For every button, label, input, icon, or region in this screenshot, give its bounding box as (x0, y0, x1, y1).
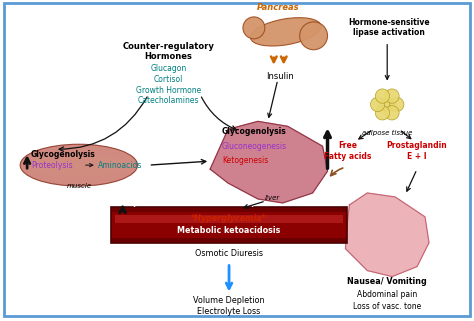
Circle shape (385, 106, 399, 120)
Circle shape (375, 89, 390, 103)
Circle shape (390, 97, 404, 112)
FancyBboxPatch shape (110, 237, 347, 243)
FancyBboxPatch shape (4, 3, 470, 316)
Circle shape (371, 97, 385, 112)
Text: adipose tissue: adipose tissue (362, 130, 412, 136)
Polygon shape (346, 193, 429, 276)
Text: Glycogenolysis: Glycogenolysis (222, 127, 287, 136)
Circle shape (300, 22, 328, 50)
FancyBboxPatch shape (110, 212, 347, 238)
Text: Metabolic ketoacidosis: Metabolic ketoacidosis (177, 226, 281, 235)
Ellipse shape (250, 18, 321, 46)
Text: Loss of vasc. tone: Loss of vasc. tone (353, 302, 421, 311)
Text: Pancreas: Pancreas (256, 3, 299, 12)
Text: Hormone-sensitive
lipase activation: Hormone-sensitive lipase activation (348, 18, 430, 37)
Ellipse shape (20, 144, 137, 186)
Text: *Hyperglycemia*: *Hyperglycemia* (191, 214, 267, 223)
Text: Cortisol: Cortisol (154, 74, 183, 83)
Text: muscle: muscle (66, 183, 91, 189)
Text: Nausea/ Vomiting: Nausea/ Vomiting (347, 276, 427, 286)
Text: Glucagon: Glucagon (150, 64, 186, 73)
FancyBboxPatch shape (115, 215, 344, 223)
Circle shape (375, 106, 390, 120)
Circle shape (243, 17, 265, 39)
Ellipse shape (29, 154, 128, 176)
Text: Insulin: Insulin (266, 72, 293, 81)
Circle shape (385, 89, 399, 103)
Text: Prostaglandin
E + I: Prostaglandin E + I (387, 142, 447, 161)
Text: Catecholamines: Catecholamines (137, 97, 199, 106)
Text: Gluconeogenesis: Gluconeogenesis (222, 142, 287, 151)
Text: Proteolysis: Proteolysis (31, 160, 73, 169)
Text: Growth Hormone: Growth Hormone (136, 86, 201, 95)
Text: Glycogenolysis: Glycogenolysis (31, 150, 96, 159)
Text: Free
Fatty acids: Free Fatty acids (324, 142, 371, 161)
Text: Aminoacids: Aminoacids (98, 160, 142, 169)
Text: Abdominal pain: Abdominal pain (357, 291, 417, 299)
Text: Ketogenesis: Ketogenesis (222, 156, 268, 165)
Polygon shape (210, 121, 328, 203)
Text: Osmotic Diuresis: Osmotic Diuresis (195, 249, 263, 258)
Text: liver: liver (265, 195, 281, 201)
Text: Counter-regulatory
Hormones: Counter-regulatory Hormones (122, 42, 214, 61)
Circle shape (380, 97, 394, 112)
Text: Volume Depletion
Electrolyte Loss: Volume Depletion Electrolyte Loss (193, 296, 265, 316)
FancyBboxPatch shape (110, 207, 347, 213)
